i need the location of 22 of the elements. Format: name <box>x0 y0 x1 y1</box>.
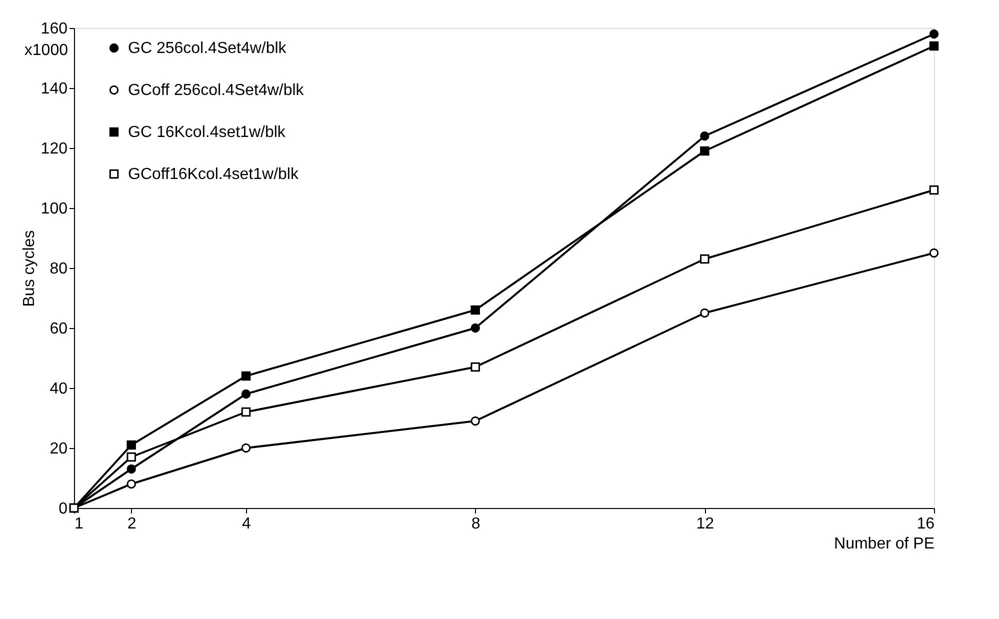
legend-label: GCoff 256col.4Set4w/blk <box>128 82 305 99</box>
x-axis-title: Number of PE <box>834 536 934 552</box>
legend-label: GC 16Kcol.4set1w/blk <box>128 124 286 141</box>
x-tick-label: 4 <box>242 516 252 532</box>
x-tick-label: 12 <box>696 516 714 532</box>
y-tick-label: 40 <box>50 380 68 398</box>
y-tick-label: 160 <box>40 20 68 38</box>
y-axis-title: Bus cycles <box>20 230 38 307</box>
y-tick-label: 0 <box>58 500 68 518</box>
y-tick-label: 20 <box>50 440 68 458</box>
y-tick-label: 140 <box>40 80 68 98</box>
x-tick-label: 16 <box>916 516 935 532</box>
x-tick-label: 8 <box>471 516 480 532</box>
x-tick-label: 1 <box>74 516 84 532</box>
y-tick-label: 100 <box>40 200 68 218</box>
y-tick-label: 60 <box>50 320 68 338</box>
y-tick-label: 120 <box>40 140 68 158</box>
legend-label: GCoff16Kcol.4set1w/blk <box>128 166 300 183</box>
y-tick-label: 80 <box>50 260 68 278</box>
x-tick-label: 2 <box>127 516 136 532</box>
legend-label: GC 256col.4Set4w/blk <box>128 40 288 57</box>
text: x1000 <box>24 42 68 59</box>
